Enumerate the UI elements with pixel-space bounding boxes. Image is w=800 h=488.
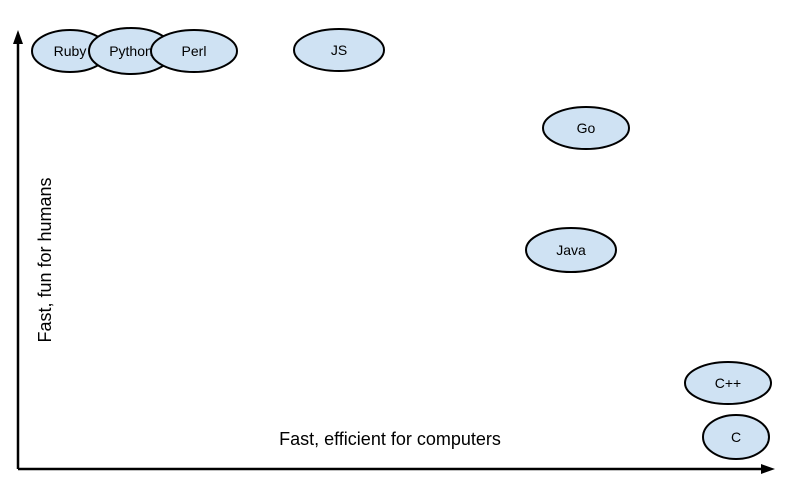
node-c: C — [702, 414, 770, 460]
node-ellipse-java — [525, 227, 617, 273]
node-label-perl: Perl — [182, 43, 207, 59]
node-perl: Perl — [150, 29, 238, 73]
node-label-java: Java — [556, 242, 586, 258]
node-ellipse-go — [542, 106, 630, 150]
node-label-js: JS — [331, 42, 347, 58]
node-ellipse-js — [293, 28, 385, 72]
node-label-cpp: C++ — [715, 375, 741, 391]
node-label-ruby: Ruby — [54, 43, 87, 59]
node-go: Go — [542, 106, 630, 150]
node-cpp: C++ — [684, 361, 772, 405]
node-label-python: Python — [109, 43, 153, 59]
node-java: Java — [525, 227, 617, 273]
node-label-c: C — [731, 429, 741, 445]
language-nodes: Ruby Python Perl JS Go Java C++ C — [31, 27, 772, 460]
y-axis-label: Fast, fun for humans — [35, 177, 55, 342]
node-ellipse-cpp — [684, 361, 772, 405]
node-ellipse-perl — [150, 29, 238, 73]
node-js: JS — [293, 28, 385, 72]
node-ellipse-c — [702, 414, 770, 460]
node-ruby: Ruby — [31, 29, 109, 73]
node-python: Python — [88, 27, 174, 75]
node-label-go: Go — [577, 120, 596, 136]
x-axis-label: Fast, efficient for computers — [279, 429, 501, 449]
